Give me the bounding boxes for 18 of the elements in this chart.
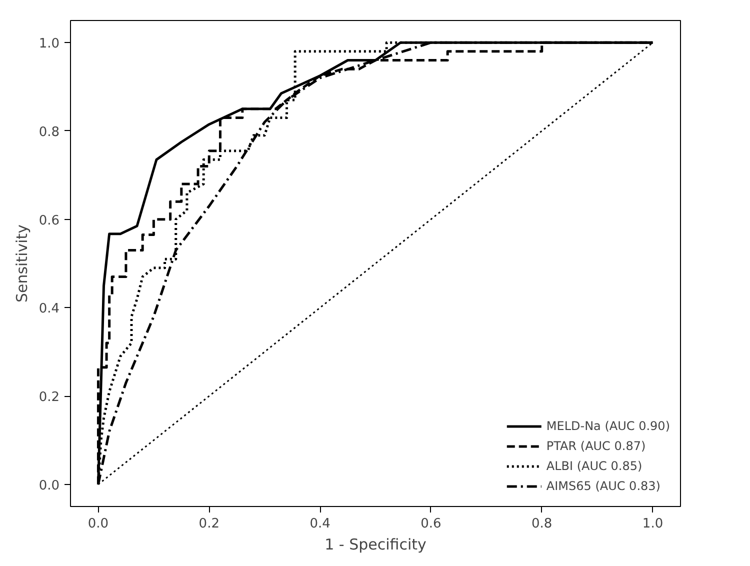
y-tick-label: 0.8 <box>38 124 60 140</box>
x-tick-label: 0.6 <box>420 516 442 532</box>
y-tick-label: 0.4 <box>38 302 60 317</box>
y-tick-label: 1.0 <box>38 36 60 52</box>
x-tick-label: 1.0 <box>642 516 664 532</box>
x-tick-label: 0.4 <box>310 516 330 532</box>
legend-label: ALBI (AUC 0.85) <box>546 459 642 473</box>
legend-label: PTAR (AUC 0.87) <box>546 439 646 453</box>
y-tick-label: 0.2 <box>38 390 60 406</box>
x-tick-label: 0.2 <box>198 516 220 532</box>
x-tick-label: 0.0 <box>88 516 109 532</box>
y-tick-label: 0.0 <box>38 478 60 494</box>
x-axis-title: 1 - Specificity <box>324 536 427 554</box>
x-tick-label: 0.8 <box>532 516 552 532</box>
legend-label: MELD-Na (AUC 0.90) <box>546 419 670 433</box>
y-tick-label: 0.6 <box>38 213 60 228</box>
legend-label: AIMS65 (AUC 0.83) <box>546 479 660 493</box>
y-axis-title: Sensitivity <box>12 224 31 303</box>
